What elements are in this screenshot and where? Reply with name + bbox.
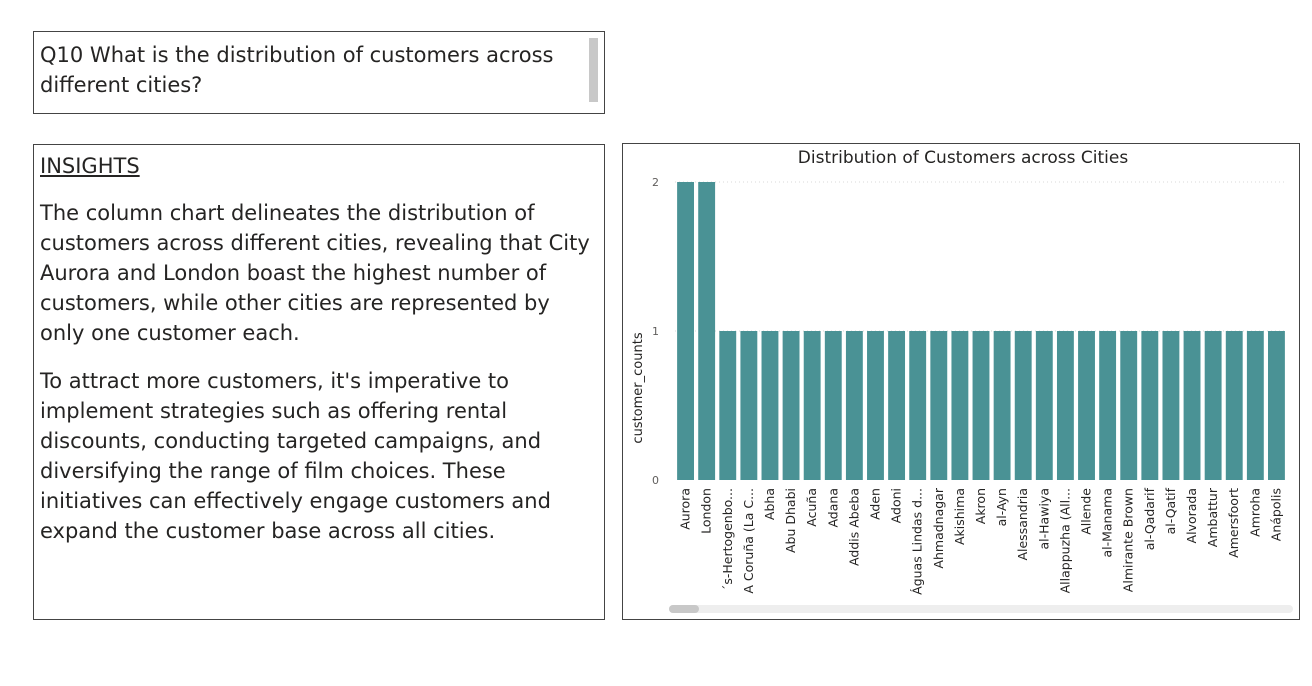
bar[interactable] [1268,331,1285,480]
y-axis-title: customer_counts [631,332,646,443]
x-tick-label: al-Hawiya [1036,488,1051,549]
x-tick-label: Alvorada [1184,488,1199,543]
bar[interactable] [951,331,969,480]
x-tick-label: Anápolis [1268,488,1283,541]
x-tick-label: Akron [973,488,988,524]
x-tick-label: al-Manama [1100,488,1115,558]
x-tick-label: Akishima [952,488,967,545]
y-tick-label: 0 [652,474,659,487]
chart-title: Distribution of Customers across Cities [798,148,1129,168]
chart-svg: Distribution of Customers across Cities … [631,148,1293,613]
bar[interactable] [824,331,842,480]
question-text: Q10 What is the distribution of customer… [40,43,554,97]
x-tick-label: Abu Dhabi [783,488,798,553]
bar[interactable] [930,331,948,480]
question-scrollbar[interactable] [589,38,598,102]
x-tick-label: Allappuzha (All... [1057,488,1072,593]
bar[interactable] [698,182,716,480]
x-tick-label: Adoni [889,488,904,523]
x-tick-label: Aden [867,488,882,520]
x-tick-label: Alessandria [1015,488,1030,561]
bar[interactable] [1246,331,1264,480]
insights-body: The column chart delineates the distribu… [40,198,600,564]
x-tick-label: Ambattur [1205,487,1220,547]
bar[interactable] [677,182,694,480]
bar[interactable] [1225,331,1243,480]
x-tick-label: Addis Abeba [846,488,861,566]
bar[interactable] [993,331,1011,480]
x-tick-label: Amersfoort [1226,488,1241,558]
bar[interactable] [1035,331,1053,480]
x-tick-label: Aurora [678,488,693,530]
x-tick-label: Allende [1079,488,1094,535]
bar[interactable] [1078,331,1095,480]
bar[interactable] [1056,331,1074,480]
y-tick-label: 2 [652,176,659,189]
insights-title: INSIGHTS [40,154,140,178]
bar[interactable] [1183,331,1201,480]
x-tick-label: al-Qadarif [1142,487,1157,550]
bar[interactable] [909,331,927,480]
x-tick-label: Almirante Brown [1121,488,1136,592]
x-tick-label: Acuña [804,488,819,527]
question-card: Q10 What is the distribution of customer… [33,31,605,114]
bar[interactable] [845,331,863,480]
x-tick-label: Adana [825,488,840,528]
x-tick-label: al-Ayn [994,488,1009,526]
horizontal-scrollbar-track[interactable] [669,605,1293,613]
insights-card: INSIGHTS The column chart delineates the… [33,144,605,620]
x-tick-label: Amroha [1247,488,1262,537]
bar[interactable] [1014,331,1032,480]
bar[interactable] [761,331,779,480]
bar[interactable] [1204,331,1222,480]
y-tick-label: 1 [652,325,659,338]
bar[interactable] [1141,331,1159,480]
bar[interactable] [782,331,800,480]
x-tick-label: Ahmadnagar [931,487,946,568]
bar[interactable] [803,331,821,480]
bar[interactable] [740,331,758,480]
insights-paragraph: The column chart delineates the distribu… [40,201,590,345]
bar[interactable] [719,331,737,480]
x-tick-label: Abha [762,488,777,520]
x-tick-label: London [699,488,714,534]
chart-card[interactable]: Distribution of Customers across Cities … [622,143,1300,620]
x-tick-label: al-Qatif [1163,487,1178,534]
bar[interactable] [1120,331,1138,480]
horizontal-scrollbar-thumb[interactable] [669,605,699,613]
bar[interactable] [888,331,906,480]
insights-paragraph: To attract more customers, it's imperati… [40,369,551,543]
bar[interactable] [867,331,884,480]
x-tick-label: ´s-Hertogenbo... [720,488,735,591]
bar[interactable] [1099,331,1117,480]
bar[interactable] [1162,331,1180,480]
x-tick-label: A Coruña (La C... [741,488,756,594]
bar[interactable] [972,331,990,480]
x-tick-label: Águas Lindas d... [910,488,925,595]
